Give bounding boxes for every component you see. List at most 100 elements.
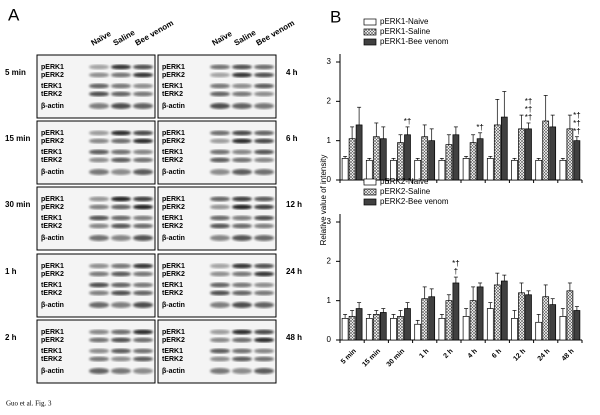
bar (566, 128, 574, 181)
blot-band (111, 169, 131, 175)
blot-band (89, 223, 109, 229)
blot-band (89, 282, 109, 288)
blot-band (232, 223, 252, 229)
legend-swatch (363, 28, 377, 36)
band-label: pERK2 (162, 204, 185, 211)
blot-band (232, 271, 252, 277)
band-label: β-actin (41, 368, 64, 375)
blot-band (89, 337, 109, 343)
annotation: *† (404, 117, 412, 126)
annotation: *† (452, 259, 460, 268)
blot-band (232, 83, 252, 89)
band-label: tERK1 (41, 215, 62, 222)
bar (469, 142, 477, 181)
blot-band (254, 196, 274, 202)
blot-band (254, 215, 274, 221)
blot-band (232, 235, 252, 241)
y-axis-label: Relative value of intensity (319, 155, 328, 246)
blot-band (210, 157, 230, 163)
blot-band (232, 302, 252, 308)
blot-band (254, 235, 274, 241)
bar (397, 142, 404, 181)
blot-band (89, 302, 109, 308)
bar (404, 308, 411, 341)
y-tick-label: 3 (327, 57, 332, 66)
time-label: 12 h (286, 200, 302, 209)
blot-band (210, 368, 230, 374)
bar (500, 116, 508, 181)
blot-band (210, 235, 230, 241)
blot-band (133, 302, 153, 308)
panel-a-label: A (8, 5, 20, 24)
bar (390, 159, 397, 181)
blot-band (133, 204, 153, 210)
band-label: pERK2 (162, 72, 185, 79)
annotation: *† (573, 119, 581, 128)
blot-band (210, 329, 230, 335)
time-label: 15 min (5, 134, 30, 143)
bar (404, 134, 411, 181)
bar (525, 128, 532, 181)
blot-band (133, 103, 153, 109)
band-label: β-actin (162, 368, 185, 375)
band-label: pERK2 (41, 72, 64, 79)
x-tick-label: 1 h (418, 348, 430, 360)
band-label: pERK2 (162, 138, 185, 145)
blot-band (89, 130, 109, 136)
blot-band (89, 263, 109, 269)
bar (493, 284, 501, 341)
blot-band (89, 348, 109, 354)
bar (438, 159, 446, 181)
blot-band (210, 290, 230, 296)
x-tick-label: 6 h (491, 348, 503, 360)
bar (518, 128, 525, 181)
blot-band (89, 91, 109, 97)
y-tick-label: 1 (327, 296, 332, 305)
blot-band (210, 103, 230, 109)
blot-band (111, 235, 131, 241)
lane-header: Bee venom (255, 18, 296, 47)
bar (573, 310, 581, 341)
blot-band (254, 91, 274, 97)
y-tick-label: 2 (327, 96, 332, 105)
blot-band (254, 138, 274, 144)
blot-band (232, 215, 252, 221)
blot-band (210, 149, 230, 155)
legend-label: pERK2-Bee venom (380, 197, 449, 206)
blot-band (111, 196, 131, 202)
annotation: *† (573, 127, 581, 136)
band-label: pERK2 (41, 204, 64, 211)
bar (445, 144, 453, 181)
bar (542, 296, 550, 341)
legend-label: pERK2-Saline (380, 187, 431, 196)
bar (452, 134, 460, 181)
time-label: 30 min (5, 200, 30, 209)
bar (549, 126, 557, 181)
bar (438, 318, 446, 341)
y-tick-label: 2 (327, 256, 332, 265)
bar (390, 318, 397, 341)
blot-band (210, 215, 230, 221)
blot-band (111, 72, 131, 78)
blot-band (254, 223, 274, 229)
band-label: pERK2 (162, 337, 185, 344)
time-label: 5 min (5, 68, 26, 77)
bar (486, 308, 494, 341)
blot-band (89, 169, 109, 175)
blot-band (111, 83, 131, 89)
bar (355, 308, 363, 341)
blot-band (232, 356, 252, 362)
bar (535, 321, 543, 341)
blot-band (133, 337, 153, 343)
y-tick-label: 3 (327, 217, 332, 226)
band-label: tERK2 (162, 157, 183, 164)
band-label: tERK2 (41, 356, 62, 363)
annotation: *† (573, 111, 581, 120)
blot-band (210, 271, 230, 277)
band-label: pERK1 (41, 329, 64, 336)
blot-band (89, 83, 109, 89)
bar (535, 159, 543, 181)
bar (341, 318, 349, 341)
blot-band (133, 91, 153, 97)
